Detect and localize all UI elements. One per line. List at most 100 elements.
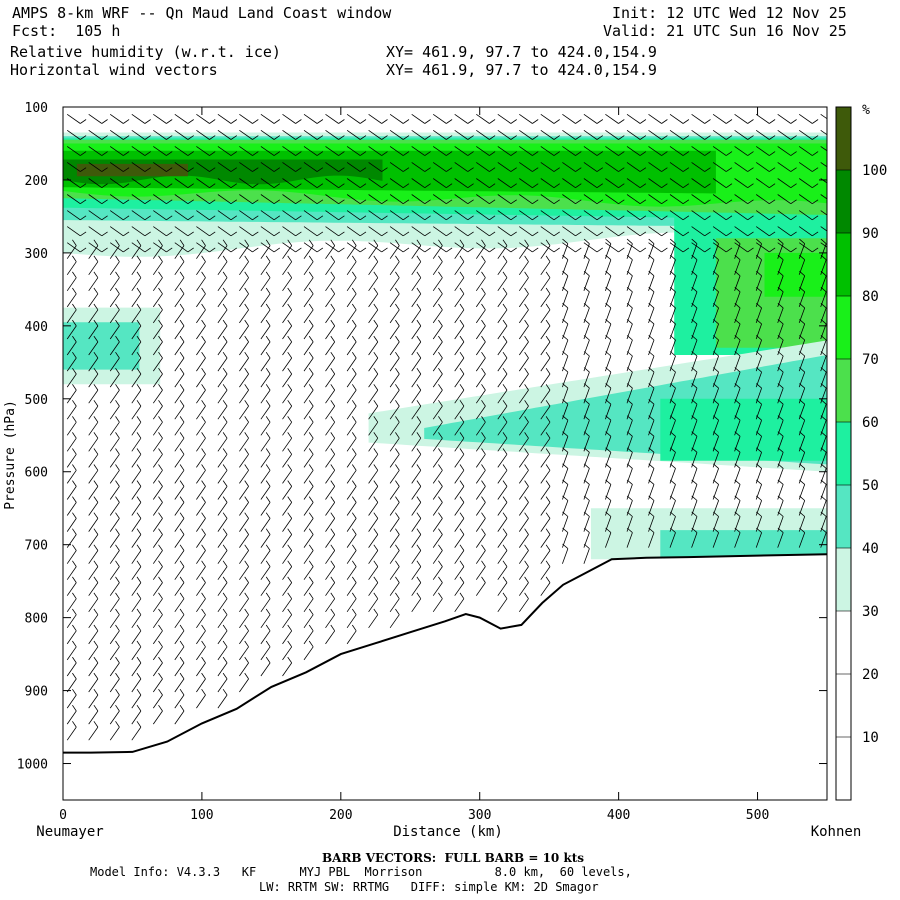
wind-barb [196, 309, 206, 324]
wind-barb [518, 421, 529, 436]
wind-barb-flag [769, 231, 776, 237]
wind-barb-flag [583, 511, 590, 517]
wind-barb [519, 210, 533, 221]
wind-barb [152, 245, 163, 259]
wind-barb-flag [583, 254, 590, 261]
wind-barb [152, 614, 163, 629]
wind-barb-flag [244, 592, 249, 599]
wind-barb [174, 194, 189, 205]
wind-barb-flag [244, 560, 249, 567]
wind-barb [475, 357, 486, 372]
wind-barb-flag [136, 704, 142, 712]
wind-barb [303, 389, 314, 404]
wind-barb-flag [179, 704, 185, 712]
wind-barb-flag [316, 167, 324, 172]
wind-barb-flag [80, 215, 87, 221]
wind-barb [217, 389, 228, 404]
wind-barb [389, 373, 400, 388]
wind-barb [540, 309, 551, 324]
wind-barb-flag [373, 512, 379, 519]
wind-barb [346, 518, 357, 532]
wind-barb-flag [704, 135, 711, 140]
wind-barb-flag [661, 151, 668, 156]
wind-barb-flag [489, 167, 496, 172]
x-tick-label: 500 [746, 808, 769, 823]
wind-barb-flag [605, 319, 612, 325]
colorbar-label: 40 [862, 541, 879, 557]
wind-barb-flag [265, 335, 271, 343]
terrain-mask [63, 554, 827, 800]
wind-barb-flag [545, 496, 551, 503]
wind-barb-flag [799, 431, 805, 437]
wind-barb-flag [648, 351, 655, 357]
wind-barb-flag [136, 640, 142, 648]
wind-barb [152, 486, 163, 500]
rh-mid-tongue-max [660, 398, 827, 461]
wind-barb-flag [381, 119, 388, 124]
wind-barb-flag [115, 656, 120, 664]
wind-barb-flag [330, 384, 336, 391]
wind-barb-flag [438, 303, 443, 311]
wind-barb-flag [583, 447, 590, 453]
wind-barb-flag [532, 119, 539, 124]
wind-barb [389, 405, 400, 420]
wind-barb [669, 162, 684, 172]
wind-barb [389, 341, 400, 356]
wind-barb-flag [222, 287, 228, 295]
wind-barb-flag [661, 119, 668, 124]
wind-barb-flag [395, 416, 400, 423]
wind-barb-flag [553, 151, 560, 156]
wind-barb-flag [446, 167, 453, 172]
wind-barb-flag [820, 367, 827, 373]
wind-barb [282, 146, 296, 156]
wind-barb-flag [661, 247, 668, 253]
wind-barb [583, 548, 590, 564]
wind-barb-flag [725, 199, 733, 205]
wind-barb-flag [583, 286, 590, 293]
wind-barb-flag [115, 303, 120, 311]
wind-barb [217, 437, 228, 452]
wind-barb-flag [222, 239, 228, 246]
wind-barb-flag [158, 704, 163, 712]
wind-barb-flag [359, 119, 367, 124]
wind-barb-flag [532, 247, 539, 253]
wind-barb [368, 178, 382, 189]
wind-barb [411, 566, 422, 580]
wind-barb [368, 373, 379, 388]
wind-barb [368, 389, 379, 404]
wind-barb [196, 534, 206, 548]
wind-barb-flag [820, 319, 827, 325]
wind-barb-flag [747, 119, 754, 124]
wind-barb [411, 341, 422, 356]
wind-barb [239, 646, 249, 661]
wind-barb [475, 566, 486, 580]
wind-barb [88, 502, 99, 516]
wind-barb-flag [648, 447, 655, 453]
wind-barb [626, 146, 641, 156]
wind-barb-flag [144, 151, 151, 156]
wind-barb [798, 242, 813, 253]
wind-barb-flag [704, 183, 711, 189]
wind-barb [239, 129, 253, 140]
wind-barb-flag [669, 286, 676, 293]
wind-barb-flag [669, 511, 676, 517]
wind-barb-flag [648, 399, 655, 405]
wind-barb-flag [244, 544, 249, 551]
wind-barb [518, 598, 529, 613]
wind-barb [109, 534, 120, 548]
x-tick-label: 200 [329, 808, 352, 823]
wind-barb [282, 245, 293, 259]
wind-barb [152, 261, 163, 276]
wind-barb [174, 277, 185, 292]
wind-barb-flag [769, 151, 776, 156]
wind-barb [260, 129, 275, 140]
wind-barb-flag [669, 447, 676, 453]
wind-barb-flag [583, 351, 590, 357]
wind-barb-flag [605, 495, 612, 501]
wind-barb [260, 470, 271, 484]
wind-barb-flag [136, 400, 142, 407]
wind-barb-flag [72, 416, 77, 423]
wind-barb-flag [510, 151, 517, 156]
wind-barb-flag [136, 335, 142, 343]
wind-barb-flag [459, 335, 465, 343]
